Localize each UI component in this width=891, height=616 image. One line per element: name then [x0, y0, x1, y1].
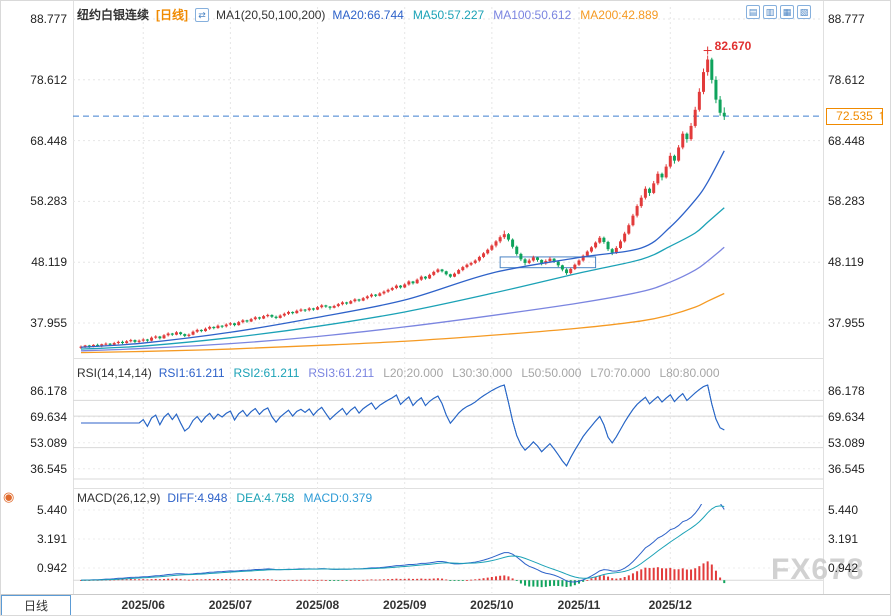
- rsi-line: [81, 384, 725, 467]
- macd-histogram: [80, 561, 726, 588]
- y-axis-label: 69.634: [828, 409, 865, 424]
- y-axis-label: 0.942: [828, 561, 859, 576]
- y-axis-label: 37.955: [828, 315, 865, 330]
- rsi-value: RSI3:61.211: [308, 366, 375, 380]
- y-axis-label: 58.283: [828, 194, 865, 209]
- compare-icon[interactable]: ⇄: [195, 7, 210, 22]
- x-axis-label: 2025/12: [648, 598, 692, 612]
- high-price-label: 82.670: [714, 38, 752, 53]
- y-axis-label: 37.955: [30, 315, 67, 330]
- y-axis-label: 88.777: [828, 12, 865, 26]
- y-axis-label: 68.448: [828, 133, 865, 148]
- last-price-tag: 72.535: [826, 108, 883, 126]
- ma-values: MA20:66.744 MA50:57.227 MA100:50.612 MA200:…: [332, 8, 667, 22]
- y-axis-label: 3.191: [828, 532, 859, 547]
- y-axis-label: 68.448: [30, 133, 67, 148]
- rsi-value: L20:20.000: [383, 366, 444, 380]
- rsi-value: RSI1:61.211: [158, 366, 225, 380]
- candlestick-style-icon[interactable]: ▤: [746, 5, 760, 19]
- bar-style-icon[interactable]: ▥: [763, 5, 777, 19]
- y-axis-label: 48.119: [828, 255, 864, 270]
- rsi-value: L70:70.000: [590, 366, 651, 380]
- y-axis-label: 36.545: [30, 461, 67, 476]
- x-axis-label: 2025/10: [470, 598, 514, 612]
- rectangle-annotation: [499, 256, 597, 269]
- rsi-values: RSI1:61.211 RSI2:61.211 RSI3:61.211 L20:20.…: [159, 366, 729, 380]
- macd-dea-line: [80, 505, 725, 581]
- y-axis-label: 69.634: [30, 409, 67, 424]
- macd-header: MACD(26,12,9) DIFF:4.948 DEA:4.758 MACD:0.…: [77, 491, 381, 505]
- x-axis-label: 2025/11: [557, 598, 601, 612]
- y-axis-label: 0.942: [36, 561, 67, 576]
- popout-icon[interactable]: ▧: [797, 5, 811, 19]
- macd-value: DEA:4.758: [236, 491, 295, 505]
- chart-toolbar: ▤ ▥ ▦ ▧: [746, 5, 811, 19]
- y-axis-label: 5.440: [828, 503, 859, 518]
- main-chart-header: 纽约白银连续 [日线] ⇄ MA1(20,50,100,200) MA20:66…: [77, 6, 667, 23]
- y-axis-label: 78.612: [30, 72, 67, 87]
- candles-layer: [79, 55, 726, 350]
- ma-line-MA200: [80, 292, 725, 354]
- y-axis-label: 53.089: [30, 435, 67, 450]
- rsi-value: L80:80.000: [659, 366, 720, 380]
- period-tab-daily[interactable]: 日线: [1, 595, 71, 615]
- x-axis-label: 2025/08: [295, 598, 340, 612]
- macd-value: DIFF:4.948: [167, 491, 228, 505]
- macd-value: MACD:0.379: [303, 491, 373, 505]
- rsi-header: RSI(14,14,14) RSI1:61.211 RSI2:61.211 RSI3…: [77, 366, 729, 380]
- y-axis-label: 86.178: [30, 383, 67, 398]
- ma-line-MA20: [80, 150, 725, 348]
- ma-line-MA50: [80, 207, 725, 350]
- y-axis-label: 58.283: [30, 194, 67, 209]
- ma-value: MA20:66.744: [332, 7, 404, 22]
- x-axis-label: 2025/09: [382, 598, 427, 612]
- latest-price-arrow-icon[interactable]: ↑: [878, 107, 885, 123]
- macd-values: DIFF:4.948 DEA:4.758 MACD:0.379: [167, 491, 381, 505]
- y-axis-label: 36.545: [828, 461, 865, 476]
- ma-value: MA200:42.889: [580, 7, 659, 22]
- ma-line-MA100: [80, 246, 725, 352]
- ma-settings-label: MA1(20,50,100,200): [216, 7, 326, 22]
- y-axis-label: 86.178: [828, 383, 865, 398]
- y-axis-label: 48.119: [31, 255, 67, 270]
- rsi-params-label: RSI(14,14,14): [77, 366, 152, 380]
- ma-value: MA100:50.612: [493, 7, 572, 22]
- area-style-icon[interactable]: ▦: [780, 5, 794, 19]
- rsi-value: L50:50.000: [521, 366, 582, 380]
- y-axis-label: 5.440: [36, 503, 67, 518]
- rsi-value: L30:30.000: [452, 366, 513, 380]
- watermark: FX678: [771, 553, 865, 586]
- period-badge: [日线]: [156, 8, 189, 22]
- ma-value: MA50:57.227: [412, 7, 485, 22]
- macd-diff-line: [80, 504, 725, 583]
- y-axis-label: 3.191: [36, 532, 67, 547]
- y-axis-label: 78.612: [828, 72, 865, 87]
- x-axis-label: 2025/07: [208, 598, 253, 612]
- rsi-value: RSI2:61.211: [233, 366, 300, 380]
- rsi-line: [81, 384, 725, 467]
- symbol-name: 纽约白银连续: [77, 8, 150, 22]
- x-axis-label: 2025/06: [121, 598, 165, 612]
- crosshair-icon[interactable]: ◉: [3, 489, 15, 504]
- y-axis-label: 53.089: [828, 435, 865, 450]
- rsi-line: [81, 384, 725, 467]
- macd-params-label: MACD(26,12,9): [77, 491, 161, 505]
- y-axis-label: 88.777: [30, 12, 67, 26]
